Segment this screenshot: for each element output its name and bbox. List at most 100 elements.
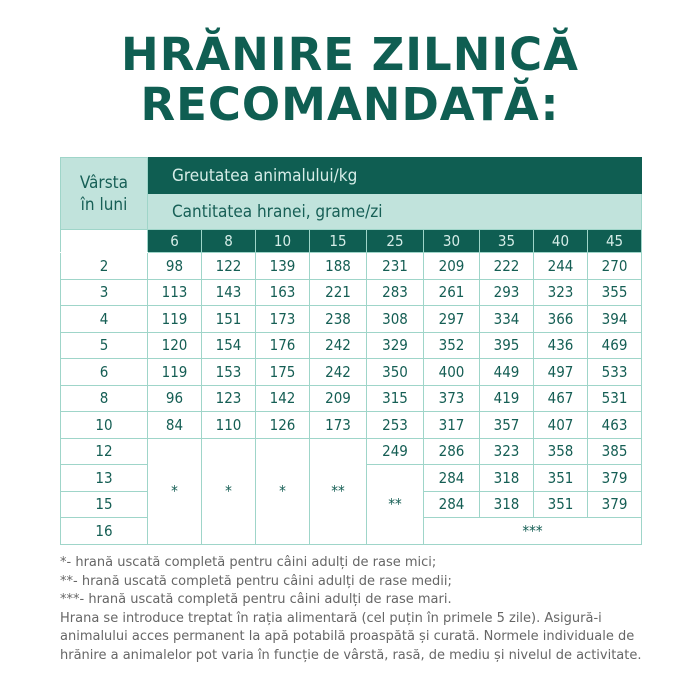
value-cell: 533 [586,358,643,386]
age-cell: 12 [60,437,148,465]
value-cell: 249 [366,437,424,465]
value-cell: 318 [479,490,534,518]
merged-cell: ** [309,437,367,545]
value-cell: 142 [255,384,310,412]
value-cell: 373 [423,384,480,412]
value-cell: 126 [255,411,310,439]
value-cell: 531 [586,384,643,412]
value-cell: 238 [309,305,367,333]
value-cell: 467 [533,384,588,412]
note: animalului acces permanent la apă potabi… [60,629,635,644]
amount-header: Cantitatea hranei, grame/zi [146,193,643,230]
weight-cell: 35 [479,229,534,253]
weight-cell: 40 [533,229,588,253]
age-cell: 2 [60,252,148,280]
table-row: 16 *** [60,517,643,545]
weight-cell: 45 [586,229,643,253]
value-cell: 154 [201,331,256,359]
value-cell: 113 [147,278,202,306]
note: *- hrană uscată completă pentru câini ad… [60,555,437,570]
value-cell: 163 [255,278,310,306]
value-cell: 449 [479,358,534,386]
title-line-2: RECOMANDATĂ: [140,78,560,131]
value-cell: 176 [255,331,310,359]
merged-cell: * [147,437,202,545]
value-cell: 244 [533,252,588,280]
value-cell: 317 [423,411,480,439]
value-cell: 242 [309,331,367,359]
table-row: 4 119 151 173 238 308 297 334 366 394 [60,305,643,333]
table-row: 13 ** 284 318 351 379 [60,464,643,545]
value-cell: 379 [586,490,643,518]
value-cell: 497 [533,358,588,386]
age-cell: 5 [60,331,148,359]
value-cell: 123 [201,384,256,412]
value-cell: 222 [479,252,534,280]
value-cell: 358 [533,437,588,465]
value-cell: 119 [147,358,202,386]
value-cell: 139 [255,252,310,280]
value-cell: 308 [366,305,424,333]
value-cell: 469 [586,331,643,359]
table-row: 5 120 154 176 242 329 352 395 436 469 [60,331,643,359]
value-cell: 355 [586,278,643,306]
value-cell: 173 [309,411,367,439]
merged-cell: * [201,437,256,545]
weight-header: Greutatea animalului/kg [146,157,643,194]
value-cell: 436 [533,331,588,359]
value-cell: 286 [423,437,480,465]
age-cell: 15 [60,490,148,518]
age-cell: 16 [60,517,148,545]
value-cell: 284 [423,464,480,492]
age-header: Vârsta în luni [60,157,148,230]
value-cell: 151 [201,305,256,333]
table-row: 10 84 110 126 173 253 317 357 407 463 [60,411,643,439]
weight-cell: 8 [201,229,256,253]
value-cell: 284 [423,490,480,518]
value-cell: 366 [533,305,588,333]
value-cell: 209 [309,384,367,412]
merged-cell: ** [366,464,424,545]
weight-cell: 15 [309,229,367,253]
merged-cell: *** [422,517,643,545]
value-cell: 407 [533,411,588,439]
value-cell: 283 [366,278,424,306]
value-cell: 153 [201,358,256,386]
value-cell: 143 [201,278,256,306]
title-line-1: HRĂNIRE ZILNICĂ [121,28,579,81]
value-cell: 119 [147,305,202,333]
value-cell: 221 [309,278,367,306]
age-cell: 10 [60,411,148,439]
value-cell: 297 [423,305,480,333]
blank-cell [60,229,148,253]
value-cell: 350 [366,358,424,386]
value-cell: 463 [586,411,643,439]
value-cell: 394 [586,305,643,333]
table-row: 8 96 123 142 209 315 373 419 467 531 [60,384,643,412]
value-cell: 209 [423,252,480,280]
value-cell: 98 [147,252,202,280]
value-cell: 323 [479,437,534,465]
value-cell: 122 [201,252,256,280]
value-cell: 110 [201,411,256,439]
value-cell: 318 [479,464,534,492]
value-cell: 352 [423,331,480,359]
table-row: 6 119 153 175 242 350 400 449 497 533 [60,358,643,386]
note: hrănire a animalelor pot varia în funcți… [60,647,642,663]
weight-cell: 25 [366,229,424,253]
value-cell: 96 [147,384,202,412]
table-row: 12 * * * ** 249 286 323 358 385 [60,437,643,545]
value-cell: 231 [366,252,424,280]
value-cell: 188 [309,252,367,280]
value-cell: 84 [147,411,202,439]
table-row: 3 113 143 163 221 283 261 293 323 355 [60,278,643,306]
age-cell: 13 [60,464,148,492]
age-cell: 8 [60,384,148,412]
value-cell: 175 [255,358,310,386]
value-cell: 261 [423,278,480,306]
page-title: HRĂNIRE ZILNICĂ RECOMANDATĂ: [0,30,700,130]
value-cell: 270 [586,252,643,280]
note: Hrana se introduce treptat în rația alim… [60,610,602,626]
value-cell: 323 [533,278,588,306]
age-cell: 6 [60,358,148,386]
